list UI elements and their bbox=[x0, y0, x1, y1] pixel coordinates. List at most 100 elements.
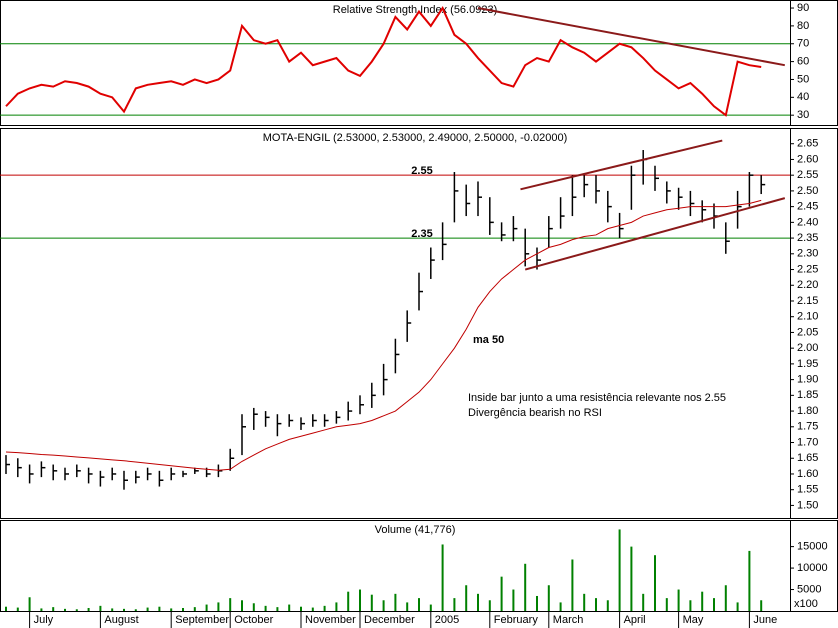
x-tick-label: September bbox=[175, 614, 229, 626]
volume-bar bbox=[701, 591, 704, 611]
y-tick-label: 1.80 bbox=[797, 405, 818, 417]
volume-bar bbox=[477, 593, 479, 611]
y-tick-label: 30 bbox=[797, 109, 809, 121]
volume-bar bbox=[370, 594, 373, 611]
volume-bar bbox=[300, 606, 302, 611]
volume-bar bbox=[217, 602, 220, 611]
volume-bar bbox=[382, 600, 385, 611]
panel-title: Relative Strength Index (56.0923) bbox=[333, 4, 498, 16]
trendline bbox=[477, 7, 785, 67]
volume-bar bbox=[453, 598, 456, 611]
volume-bar bbox=[630, 546, 633, 611]
volume-bar bbox=[146, 607, 149, 611]
volume-bar bbox=[205, 604, 208, 611]
y-tick-label: 1.60 bbox=[797, 468, 818, 480]
volume-bar bbox=[359, 589, 361, 611]
volume-bar bbox=[252, 603, 255, 611]
volume-bar bbox=[193, 607, 196, 611]
volume-bar bbox=[40, 608, 43, 611]
panel-title: MOTA-ENGIL (2.53000, 2.53000, 2.49000, 2… bbox=[263, 132, 568, 144]
volume-bar bbox=[713, 598, 715, 611]
volume-bar bbox=[500, 576, 503, 611]
volume-bar bbox=[276, 607, 279, 611]
y-tick-label: 2.35 bbox=[797, 232, 818, 244]
ma-line bbox=[5, 199, 762, 471]
volume-bar bbox=[16, 607, 19, 611]
volume-bar bbox=[618, 529, 621, 611]
volume-bar bbox=[441, 544, 444, 611]
x-tick-label: February bbox=[494, 614, 539, 626]
y-tick-label: 2.40 bbox=[797, 216, 818, 228]
volume-bar bbox=[241, 600, 243, 611]
volume-bar bbox=[111, 608, 114, 611]
annotation: Divergência bearish no RSI bbox=[468, 407, 602, 419]
volume-bar bbox=[264, 605, 267, 611]
y-tick-label: 1.85 bbox=[797, 389, 818, 401]
y-tick-label: 2.50 bbox=[797, 185, 818, 197]
volume-bar bbox=[760, 600, 763, 611]
volume-bar bbox=[288, 604, 291, 611]
y-tick-label: 2.25 bbox=[797, 263, 818, 275]
volume-bar bbox=[429, 604, 432, 611]
x-tick-label: April bbox=[624, 614, 646, 626]
volume-bar bbox=[99, 605, 102, 611]
volume-bar bbox=[748, 550, 751, 611]
volume-bar bbox=[170, 608, 173, 611]
x-tick-label: August bbox=[104, 614, 138, 626]
volume-bar bbox=[524, 563, 527, 611]
y-tick-label: 1.50 bbox=[797, 499, 818, 511]
trendline bbox=[520, 139, 723, 191]
y-tick-label: 1.55 bbox=[797, 484, 818, 496]
volume-bar bbox=[335, 602, 338, 611]
volume-bar bbox=[158, 606, 161, 611]
panel-title: Volume (41,776) bbox=[375, 524, 456, 536]
x-tick-label: December bbox=[364, 614, 415, 626]
x-tick-label: May bbox=[683, 614, 704, 626]
y-tick-label: 50 bbox=[797, 73, 809, 85]
volume-bar bbox=[465, 585, 468, 611]
volume-bar bbox=[547, 585, 550, 611]
axis-note: x100 bbox=[794, 598, 818, 610]
y-tick-label: 2.60 bbox=[797, 153, 818, 165]
reference-label: 2.35 bbox=[411, 228, 432, 240]
volume-bar bbox=[134, 609, 137, 611]
y-tick-label: 1.95 bbox=[797, 358, 818, 370]
y-tick-label: 2.30 bbox=[797, 248, 818, 260]
volume-bar bbox=[418, 598, 420, 611]
y-tick-label: 1.65 bbox=[797, 452, 818, 464]
volume-bar bbox=[311, 607, 314, 611]
y-tick-label: 2.00 bbox=[797, 342, 818, 354]
x-tick-label: 2005 bbox=[435, 614, 459, 626]
x-tick-label: July bbox=[34, 614, 54, 626]
x-tick-label: October bbox=[234, 614, 273, 626]
x-tick-label: November bbox=[305, 614, 356, 626]
volume-bar bbox=[28, 597, 31, 611]
volume-bar bbox=[536, 595, 538, 611]
volume-bar bbox=[87, 607, 90, 611]
y-tick-label: 1.75 bbox=[797, 421, 818, 433]
x-tick-label: June bbox=[753, 614, 777, 626]
volume-bar bbox=[606, 600, 609, 611]
volume-bar bbox=[229, 598, 232, 611]
volume-bar bbox=[75, 609, 78, 611]
volume-bar bbox=[182, 607, 184, 611]
volume-bar bbox=[642, 593, 645, 611]
x-tick-label: March bbox=[553, 614, 584, 626]
volume-bar bbox=[347, 591, 350, 611]
y-tick-label: 15000 bbox=[797, 541, 828, 553]
volume-bar bbox=[52, 607, 55, 611]
volume-bar bbox=[665, 598, 668, 611]
volume-bar bbox=[736, 602, 739, 611]
reference-label: 2.55 bbox=[411, 165, 432, 177]
y-tick-label: 1.70 bbox=[797, 436, 818, 448]
rsi-line bbox=[5, 5, 762, 117]
volume-bar bbox=[512, 589, 515, 611]
y-tick-label: 2.10 bbox=[797, 311, 818, 323]
y-tick-label: 2.55 bbox=[797, 169, 818, 181]
volume-bar bbox=[123, 608, 125, 611]
volume-bar bbox=[323, 605, 326, 611]
volume-bar bbox=[571, 559, 574, 611]
y-tick-label: 1.90 bbox=[797, 374, 818, 386]
